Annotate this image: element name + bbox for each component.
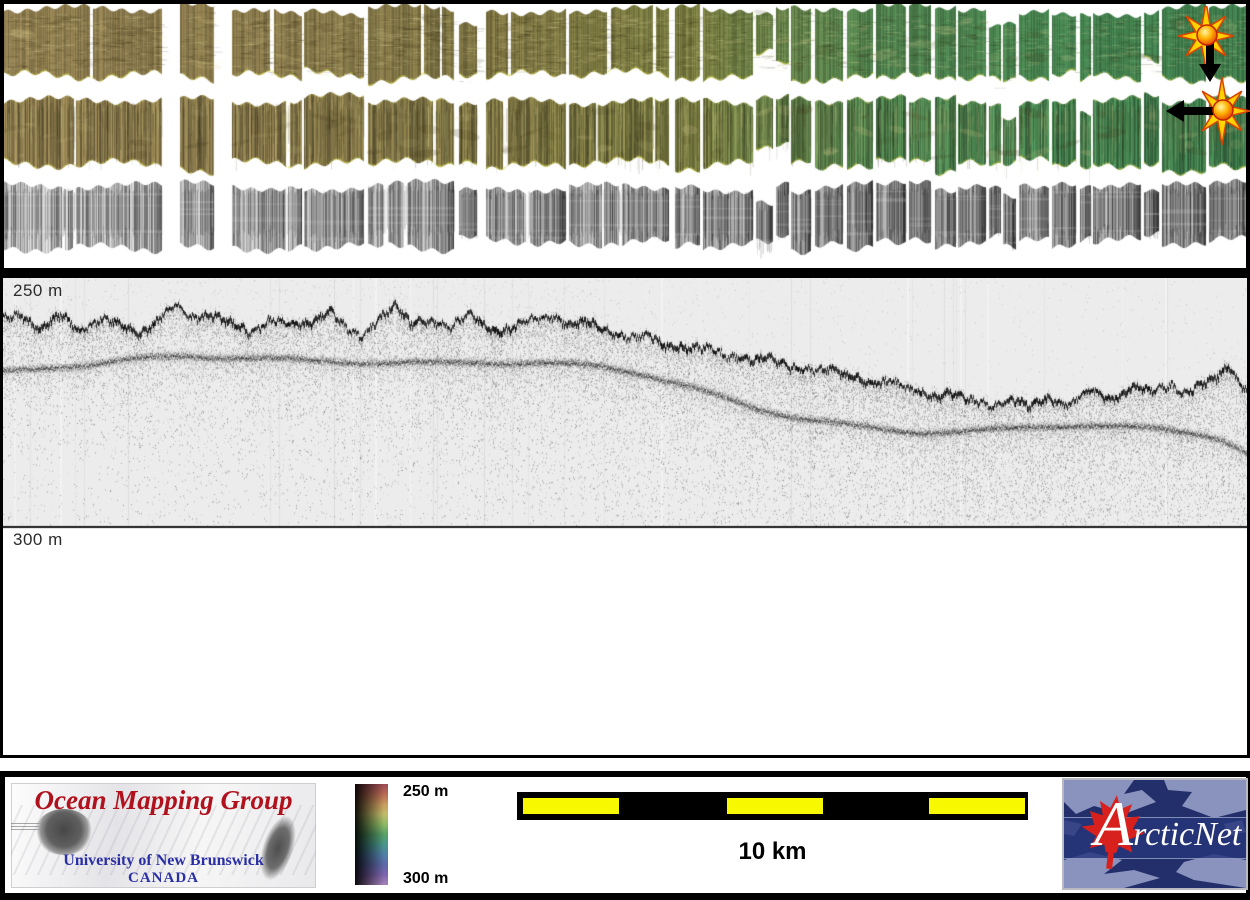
towfish-icon bbox=[35, 809, 93, 855]
ocean-mapping-group-logo: Ocean Mapping Group University of New Br… bbox=[11, 783, 316, 888]
arcticnet-band bbox=[1064, 817, 1246, 859]
depth-label-300m: 300 m bbox=[13, 530, 63, 549]
color-scale-label-top: 250 m bbox=[403, 783, 449, 800]
arcticnet-rest: rcticNet bbox=[1133, 816, 1242, 853]
distance-scale-bar bbox=[517, 792, 1028, 820]
footer-band: Ocean Mapping Group University of New Br… bbox=[0, 771, 1250, 900]
sun-illumination-down-icon bbox=[1177, 6, 1235, 82]
color-scale-shading bbox=[355, 784, 388, 885]
scale-bar-yellow-segment bbox=[929, 798, 1025, 814]
maple-leaf-icon bbox=[1081, 795, 1145, 870]
depth-color-scale bbox=[355, 784, 388, 885]
swath-mosaic-canvas bbox=[4, 4, 1246, 268]
scale-bar-yellow-segment bbox=[727, 798, 823, 814]
towfish-wake-icon bbox=[11, 823, 45, 831]
sun-illumination-left-icon bbox=[1166, 76, 1250, 146]
distance-scale-label: 10 km bbox=[738, 838, 807, 865]
omg-title: Ocean Mapping Group bbox=[34, 785, 293, 815]
panel-divider bbox=[0, 268, 1250, 278]
subbottom-profile-panel: 250 m 300 m bbox=[0, 278, 1250, 758]
subbottom-profile-canvas bbox=[3, 278, 1247, 755]
omg-country: CANADA bbox=[128, 870, 199, 886]
swath-mosaic-panel bbox=[0, 0, 1250, 272]
arcticnet-initial: A bbox=[1094, 788, 1134, 859]
scale-bar-yellow-segment bbox=[523, 798, 619, 814]
omg-university: University of New Brunswick bbox=[63, 852, 264, 869]
depth-label-250m: 250 m bbox=[13, 281, 63, 300]
color-scale-label-bottom: 300 m bbox=[403, 870, 449, 887]
